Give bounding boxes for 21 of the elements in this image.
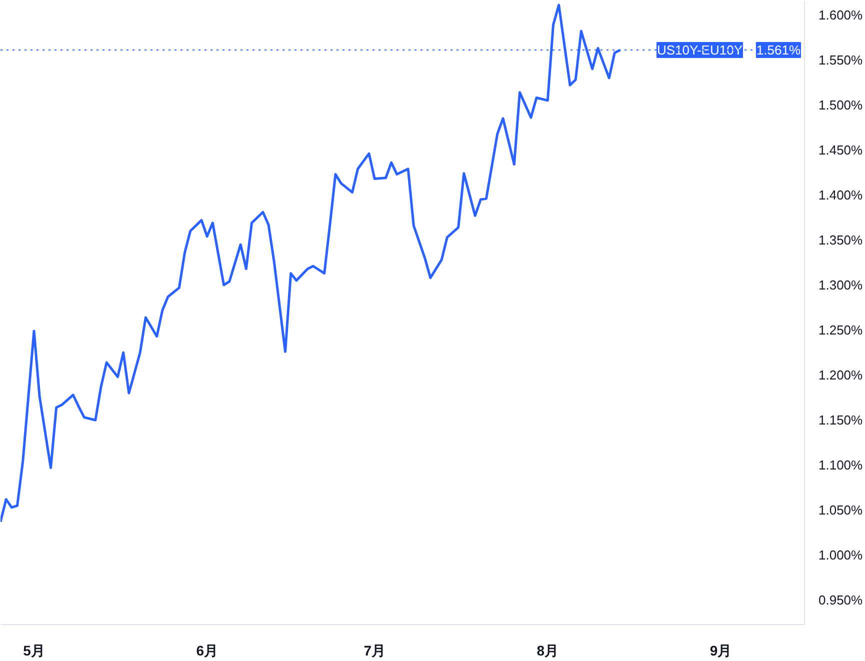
x-tick-label: 9月 xyxy=(710,642,732,658)
y-tick-label: 1.200% xyxy=(818,368,864,383)
y-tick-label: 0.950% xyxy=(818,592,864,608)
y-tick-label: 1.250% xyxy=(818,322,864,338)
x-tick-label: 6月 xyxy=(196,642,218,658)
x-tick-label: 7月 xyxy=(364,642,386,658)
y-tick-label: 1.300% xyxy=(818,278,864,293)
y-tick-label: 1.350% xyxy=(818,232,864,248)
y-tick-label: 1.150% xyxy=(818,412,864,428)
y-tick-label: 1.100% xyxy=(818,458,864,473)
x-tick-label: 8月 xyxy=(536,642,559,658)
legend-label: US10Y-EU10Y xyxy=(656,42,743,58)
y-tick-label: 1.600% xyxy=(818,7,864,22)
y-tick-label: 1.050% xyxy=(818,502,864,518)
x-tick-label: 5月 xyxy=(23,642,45,658)
y-tick-label: 1.400% xyxy=(818,187,864,202)
y-tick-label: 1.500% xyxy=(818,97,864,112)
y-tick-label: 1.000% xyxy=(818,548,864,563)
ref-line-label: 1.561% xyxy=(756,42,801,58)
y-tick-label: 1.450% xyxy=(818,142,864,158)
y-tick-label: 1.550% xyxy=(818,52,864,68)
